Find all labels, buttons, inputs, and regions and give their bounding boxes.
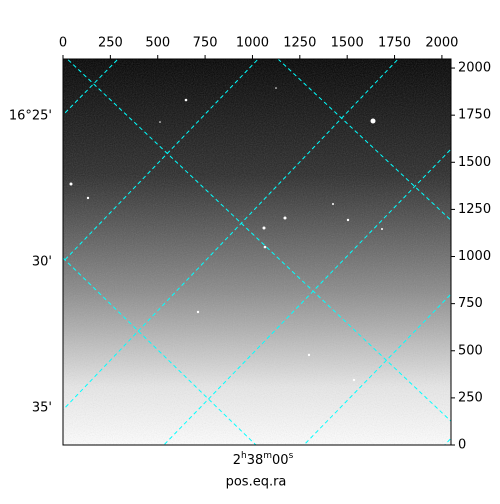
x-tick-label: 250 bbox=[98, 36, 123, 51]
stars bbox=[69, 87, 383, 382]
ra-label-part: h bbox=[241, 451, 247, 461]
x-tick-label: 1500 bbox=[331, 36, 364, 51]
ra-label-part: 00 bbox=[272, 453, 289, 468]
y-tick-label: 500 bbox=[458, 343, 483, 358]
y-tick-label: 2000 bbox=[458, 61, 491, 76]
x-tick-label: 1750 bbox=[378, 36, 411, 51]
x-tick-label: 1000 bbox=[236, 36, 269, 51]
dec-label: 16°25' bbox=[9, 109, 52, 124]
y-tick-label: 250 bbox=[458, 390, 483, 405]
ra-label: 2h38m00s bbox=[233, 451, 294, 468]
y-tick-label: 0 bbox=[458, 438, 466, 453]
ra-label-part: 38 bbox=[247, 453, 264, 468]
y-tick-label: 1500 bbox=[458, 155, 491, 170]
x-tick-label: 750 bbox=[193, 36, 218, 51]
x-axis-label: pos.eq.ra bbox=[226, 475, 287, 490]
y-tick-label: 1250 bbox=[458, 202, 491, 217]
ra-label-part: 2 bbox=[233, 453, 241, 468]
x-tick-label: 500 bbox=[145, 36, 170, 51]
ra-label-part: s bbox=[289, 451, 294, 461]
y-tick-label: 1750 bbox=[458, 108, 491, 123]
x-tick-label: 1250 bbox=[283, 36, 316, 51]
y-tick-label: 1000 bbox=[458, 249, 491, 264]
axes-frame bbox=[62, 58, 452, 446]
x-tick-label: 2000 bbox=[425, 36, 458, 51]
x-tick-label: 0 bbox=[59, 36, 67, 51]
ra-label-part: m bbox=[263, 451, 272, 461]
y-tick-label: 750 bbox=[458, 296, 483, 311]
dec-label: 30' bbox=[32, 255, 52, 270]
coordinate-grid bbox=[63, 59, 451, 445]
sky-image bbox=[63, 59, 451, 445]
dec-label: 35' bbox=[32, 401, 52, 416]
